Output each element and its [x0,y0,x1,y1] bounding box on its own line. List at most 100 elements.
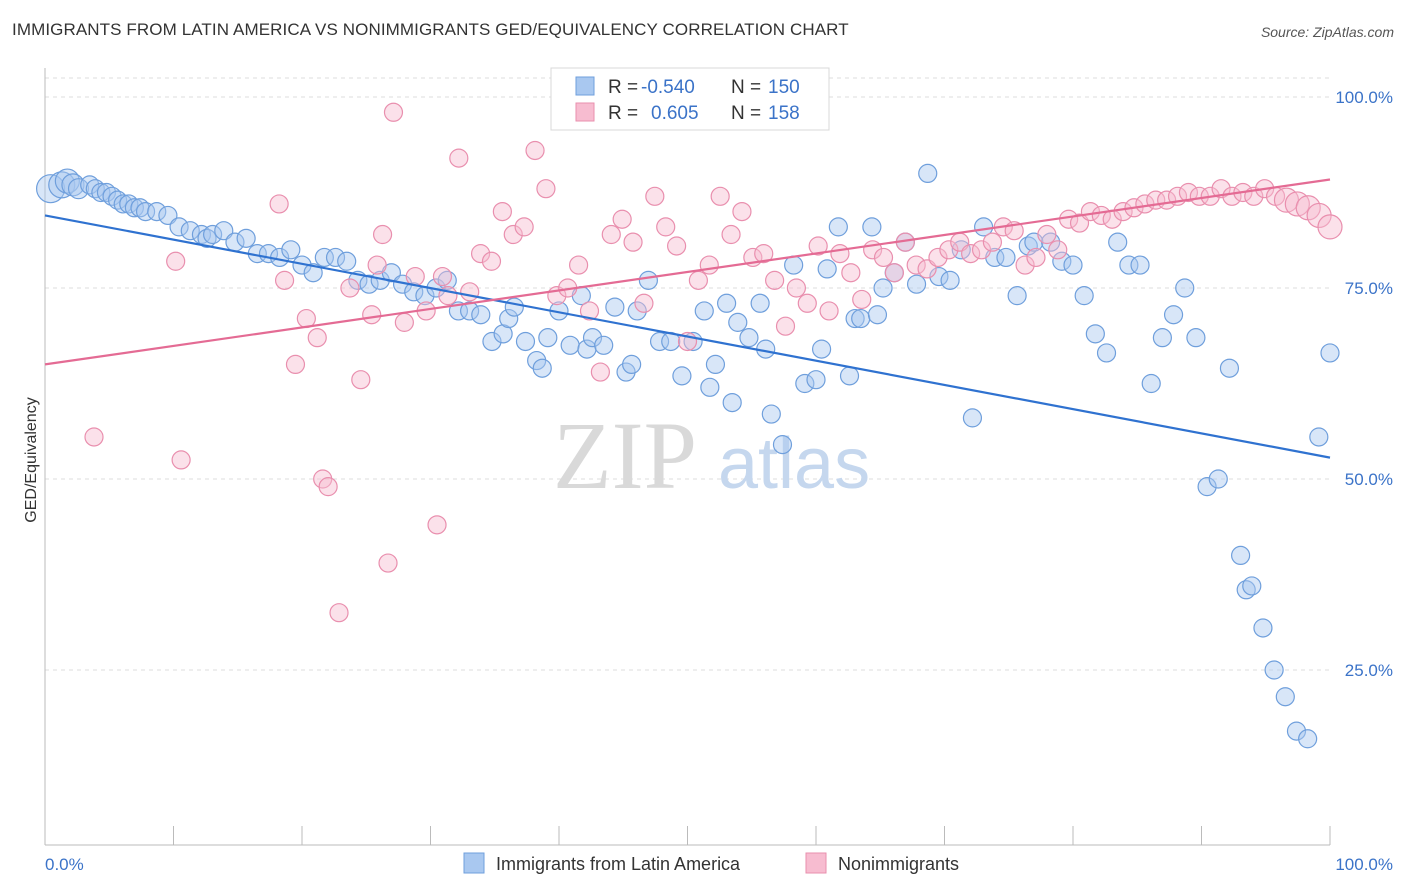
point-nonimmigrants [351,370,371,390]
point-nonimmigrants [601,224,621,245]
point-immigrants [325,247,346,268]
point-nonimmigrants [688,270,708,290]
point-nonimmigrants [367,255,387,275]
legend-r-immigrants: -0.540 [641,77,695,98]
point-nonimmigrants [1222,186,1242,206]
point-nonimmigrants [340,278,360,298]
point-immigrants [817,259,837,279]
point-immigrants [772,435,793,455]
point-immigrants [1298,729,1318,749]
point-immigrants [1119,255,1139,275]
point-nonimmigrants [765,270,785,290]
x-tick-label: 100.0% [1335,855,1393,874]
point-immigrants [135,202,156,222]
point-immigrants [638,270,658,290]
point-nonimmigrants [1178,182,1199,203]
legend-n-immigrants: 150 [768,77,800,98]
point-immigrants [1152,328,1172,348]
point-immigrants [996,247,1016,268]
point-immigrants [811,339,832,359]
trend-line-immigrants [44,214,1331,459]
point-immigrants [1253,618,1273,638]
point-nonimmigrants [928,247,948,268]
point-immigrants [67,178,90,200]
point-nonimmigrants [470,244,491,264]
point-immigrants [974,217,994,237]
point-nonimmigrants [492,202,512,222]
point-immigrants [700,377,720,397]
bottom-legend-swatch-nonimmigrants [805,852,827,874]
point-nonimmigrants [579,301,600,321]
point-immigrants [499,308,519,329]
point-immigrants [236,228,256,248]
point-nonimmigrants [971,240,992,260]
point-nonimmigrants [269,194,289,214]
point-immigrants [1309,427,1329,447]
point-nonimmigrants [274,270,295,290]
point-nonimmigrants [656,217,676,237]
point-immigrants [471,305,491,325]
point-immigrants [1231,545,1251,566]
point-immigrants [795,373,815,394]
point-immigrants [180,221,200,241]
point-immigrants [108,190,128,210]
point-immigrants [504,297,524,317]
point-immigrants [1219,358,1240,378]
x-tick-labels: 0.0% 100.0% [45,855,1393,874]
point-immigrants [538,328,558,348]
trend-line-nonimmigrants [44,178,1331,366]
point-nonimmigrants [786,278,806,298]
svg-text:N =: N = [731,77,761,98]
point-nonimmigrants [372,224,393,245]
point-nonimmigrants [830,244,850,264]
point-nonimmigrants [1048,240,1068,260]
y-tick-label: 100.0% [1335,88,1393,107]
bottom-legend-immigrants: Immigrants from Latin America [496,854,741,874]
point-nonimmigrants [623,232,643,252]
watermark: ZIP atlas [553,402,870,509]
point-immigrants [806,370,826,390]
point-nonimmigrants [884,263,905,283]
point-nonimmigrants [525,140,545,161]
point-nonimmigrants [710,186,730,206]
point-nonimmigrants [775,316,796,336]
point-immigrants [197,228,217,248]
point-immigrants [873,278,893,298]
point-immigrants [1197,477,1217,497]
point-immigrants [214,221,234,241]
point-immigrants [722,393,742,413]
svg-text:R =: R = [608,77,638,98]
point-immigrants [203,224,223,245]
point-nonimmigrants [460,282,480,302]
point-nonimmigrants [667,236,687,256]
point-nonimmigrants [166,251,186,271]
point-nonimmigrants [721,224,741,245]
point-nonimmigrants [808,236,828,256]
point-immigrants [605,297,625,317]
point-nonimmigrants [590,362,610,382]
point-immigrants [1286,721,1307,741]
point-immigrants [1275,687,1295,707]
point-immigrants [281,240,301,260]
point-nonimmigrants [362,305,382,325]
point-nonimmigrants [982,232,1003,252]
point-immigrants [839,366,860,386]
legend-box: R = -0.540 N = 150 R = 0.605 N = 158 [550,67,830,131]
point-immigrants [96,182,117,203]
point-immigrants [918,163,938,183]
point-nonimmigrants [852,289,872,310]
point-nonimmigrants [449,148,469,168]
point-immigrants [1130,255,1150,275]
point-nonimmigrants [873,247,894,268]
point-nonimmigrants [171,450,191,470]
point-immigrants [672,366,692,386]
point-immigrants [627,301,647,321]
point-nonimmigrants [569,255,589,275]
source-label: Source: ZipAtlas.com [1260,24,1394,40]
point-immigrants [91,182,111,203]
point-immigrants [35,174,66,204]
point-immigrants [80,175,100,195]
point-immigrants [851,308,871,329]
legend-swatch-nonimmigrants [575,102,595,122]
